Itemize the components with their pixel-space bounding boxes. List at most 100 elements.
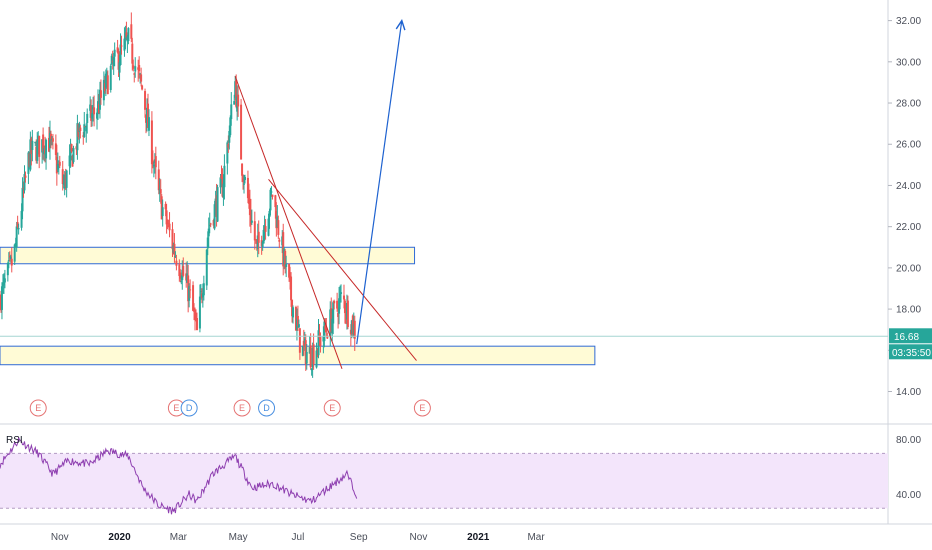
rsi-title: RSI: [6, 435, 23, 446]
time-tick-label: Mar: [170, 532, 188, 543]
candle-body: [222, 183, 225, 198]
price-tick-label: 26.00: [896, 140, 921, 151]
candle-body: [209, 223, 212, 225]
rsi-tick-label: 80.00: [896, 435, 921, 446]
candle-body: [207, 228, 210, 237]
candle-body: [267, 218, 270, 236]
rsi-tick-label: 40.00: [896, 490, 921, 501]
candle-body: [140, 74, 143, 82]
candle-body: [120, 45, 123, 47]
candle-body: [305, 351, 308, 364]
candle-body: [331, 318, 334, 334]
candle-body: [180, 280, 183, 282]
event-marker-earnings[interactable]: [323, 399, 341, 417]
candle-body: [171, 229, 174, 250]
time-tick-label: Sep: [350, 532, 368, 543]
candle-body: [332, 302, 335, 324]
candle-body: [246, 177, 249, 199]
candle-body: [317, 330, 320, 356]
candle-body: [208, 224, 211, 226]
candle-body: [220, 175, 223, 179]
candle-body: [174, 256, 177, 258]
candle-body: [192, 285, 195, 311]
candle-body: [219, 177, 222, 188]
candle-body: [51, 138, 54, 142]
price-tick-label: 24.00: [896, 181, 921, 192]
candle-body: [3, 278, 6, 283]
candle-body: [278, 239, 281, 242]
time-tick-label: Mar: [527, 532, 545, 543]
candle-body: [113, 49, 116, 57]
candle-body: [157, 169, 160, 191]
candle-body: [343, 300, 346, 314]
candle-body: [0, 286, 3, 310]
candle-body: [105, 71, 108, 78]
event-marker-earnings[interactable]: [29, 399, 47, 417]
candle-body: [199, 291, 202, 293]
candle-body: [285, 264, 288, 267]
candle-body: [269, 189, 272, 211]
event-marker-label: E: [35, 403, 41, 413]
event-marker-dividend[interactable]: [258, 399, 276, 417]
candle-body: [216, 187, 219, 222]
candle-body: [21, 187, 24, 212]
event-marker-label: E: [173, 403, 179, 413]
candle-body: [319, 336, 322, 347]
candle-body: [57, 166, 60, 168]
drawings-layer: [0, 19, 888, 370]
countdown-label: 03:35:50: [892, 348, 931, 359]
candle-body: [274, 195, 277, 208]
candle-body: [20, 210, 23, 228]
candle-body: [301, 345, 304, 356]
event-marker-earnings[interactable]: [233, 399, 251, 417]
candle-body: [182, 265, 185, 276]
candle-body: [189, 289, 192, 291]
price-tick-label: 14.00: [896, 387, 921, 398]
candle-body: [29, 139, 32, 170]
candle-body: [296, 315, 299, 327]
candle-body: [138, 65, 141, 72]
candle-body: [323, 321, 326, 342]
candle-body: [179, 272, 182, 279]
candle-body: [298, 328, 301, 353]
candle-body: [202, 283, 205, 296]
rsi-band: [0, 453, 888, 509]
candle-body: [79, 127, 82, 132]
candle-body: [168, 223, 171, 231]
event-marker-label: E: [419, 403, 425, 413]
candle-body: [125, 32, 128, 38]
candle-body: [188, 286, 191, 301]
candle-body: [123, 38, 126, 51]
event-marker-label: E: [329, 403, 335, 413]
event-marker-label: D: [186, 403, 193, 413]
candle-body: [340, 292, 343, 294]
event-marker-earnings[interactable]: [413, 399, 431, 417]
candle-body: [118, 62, 121, 73]
candle-body: [147, 117, 150, 131]
candle-body: [257, 231, 260, 243]
candle-body: [15, 226, 18, 248]
panes-layer: [0, 0, 932, 525]
candle-body: [13, 244, 16, 262]
candle-body: [193, 310, 196, 312]
candle-body: [166, 225, 169, 227]
candle-body: [159, 189, 162, 194]
candle-body: [339, 293, 342, 300]
rsi-layer: RSI: [0, 435, 888, 515]
candle-body: [98, 89, 101, 110]
candle-body: [24, 175, 27, 178]
candle-body: [346, 300, 349, 327]
candle-body: [109, 65, 112, 90]
event-marker-dividend[interactable]: [180, 399, 198, 417]
candle-body: [271, 194, 274, 197]
candle-body: [117, 51, 120, 70]
candle-body: [112, 57, 115, 67]
candle-body: [83, 124, 86, 137]
rsi-line: [0, 436, 358, 515]
candle-body: [253, 221, 256, 241]
price-tick-label: 18.00: [896, 305, 921, 316]
candle-body: [241, 163, 244, 176]
candle-body: [16, 222, 19, 228]
time-tick-label: Nov: [51, 532, 69, 543]
